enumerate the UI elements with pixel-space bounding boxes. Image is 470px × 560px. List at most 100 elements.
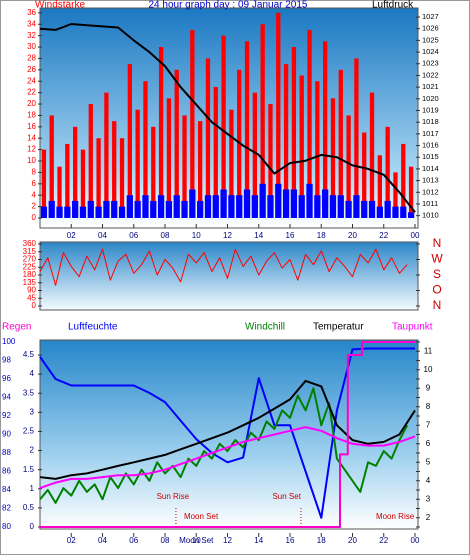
wind-bar bbox=[151, 126, 156, 218]
yticks-label: 86 bbox=[2, 467, 11, 476]
yticks-label: 0 bbox=[32, 213, 37, 222]
wind-bar bbox=[41, 149, 47, 218]
y2ticks-label: 1016 bbox=[422, 141, 439, 150]
wind-bar bbox=[174, 69, 179, 218]
wind-bar bbox=[87, 200, 94, 218]
yticks-label: 36 bbox=[27, 8, 36, 17]
wind-bar bbox=[80, 149, 86, 218]
x-tick-label: 14 bbox=[254, 536, 263, 545]
wind-bar bbox=[345, 200, 352, 218]
legend-label: Luftfeuchte bbox=[68, 322, 118, 333]
yticks-label: 4 bbox=[32, 190, 37, 199]
wind-bar bbox=[111, 200, 118, 218]
x-tick-label: 00 bbox=[411, 231, 420, 240]
y2ticks-label: 1023 bbox=[422, 59, 439, 68]
wind-bar bbox=[135, 109, 140, 218]
wind-bar bbox=[197, 200, 204, 218]
y3ticks-label: 0.5 bbox=[23, 503, 35, 512]
wind-bar bbox=[369, 92, 375, 218]
x-tick-label: 10 bbox=[192, 536, 201, 545]
yticks-label: 88 bbox=[2, 448, 11, 457]
annotation: Moon Set bbox=[184, 512, 219, 521]
y2ticks-label: 4 bbox=[426, 476, 431, 485]
wind-bar bbox=[189, 189, 196, 218]
series-line bbox=[39, 23, 416, 213]
wind-bar bbox=[103, 200, 110, 218]
wind-bar bbox=[330, 98, 336, 218]
wind-bar bbox=[407, 212, 415, 218]
wind-bar bbox=[88, 104, 93, 218]
x-tick-label: 04 bbox=[98, 231, 107, 240]
wind-bar bbox=[393, 172, 398, 218]
annotation: Moon Rise bbox=[376, 512, 415, 521]
wind-bar bbox=[65, 143, 70, 218]
x-tick-label: 14 bbox=[254, 231, 263, 240]
legend-label: Regen bbox=[2, 322, 31, 333]
y2ticks-label: 7 bbox=[426, 420, 431, 429]
y2ticks-label: 1024 bbox=[422, 47, 439, 56]
wind-bar bbox=[228, 195, 235, 218]
wind-bar bbox=[267, 195, 274, 218]
yticks-label: 84 bbox=[2, 485, 11, 494]
x-tick-label: 08 bbox=[161, 231, 170, 240]
legend-label: Temperatur bbox=[313, 322, 364, 333]
yticks-label: 34 bbox=[27, 19, 36, 28]
y2ticks-label: 3 bbox=[426, 494, 431, 503]
y2ticks-label: 1013 bbox=[422, 176, 439, 185]
y2ticks-label: N bbox=[433, 298, 442, 312]
yticks-label: 270 bbox=[23, 255, 37, 264]
wind-bar bbox=[243, 189, 251, 218]
x-tick-label: 12 bbox=[223, 536, 232, 545]
yticks-label: 26 bbox=[27, 65, 36, 74]
legend-label: Taupunkt bbox=[392, 322, 433, 333]
x-tick-label: 06 bbox=[129, 231, 138, 240]
annotation: Sun Rise bbox=[157, 492, 190, 501]
yticks-label: 10 bbox=[27, 156, 36, 165]
wind-bar bbox=[401, 143, 406, 218]
y2ticks-label: 5 bbox=[426, 457, 431, 466]
y3ticks-label: 2 bbox=[30, 446, 35, 455]
wind-bar bbox=[346, 115, 351, 218]
yticks-label: 315 bbox=[23, 247, 37, 256]
yticks-label: 20 bbox=[27, 99, 36, 108]
yticks-label: 135 bbox=[23, 278, 37, 287]
yticks-label: 28 bbox=[27, 54, 36, 63]
yticks-label: 6 bbox=[32, 179, 37, 188]
y2ticks-label: 10 bbox=[424, 365, 433, 374]
wind-bar bbox=[385, 126, 390, 218]
wind-bar bbox=[353, 195, 360, 218]
wind-bar bbox=[157, 195, 165, 218]
wind-bar bbox=[323, 41, 328, 218]
y2ticks-label: 1017 bbox=[422, 129, 439, 138]
wind-bar bbox=[329, 195, 337, 218]
wind-bar bbox=[299, 75, 304, 219]
wind-bar bbox=[212, 195, 219, 218]
y2ticks-label: 1012 bbox=[422, 187, 439, 196]
wind-bar bbox=[166, 98, 172, 218]
wind-bar bbox=[213, 86, 218, 218]
yticks-label: 24 bbox=[27, 76, 36, 85]
y2ticks-label: 11 bbox=[424, 346, 433, 355]
y-axis-label: Windstärke bbox=[35, 0, 85, 11]
yticks-label: 8 bbox=[32, 168, 37, 177]
x-tick-label: 08 bbox=[161, 536, 170, 545]
yticks-label: 225 bbox=[23, 262, 37, 271]
wind-bar bbox=[377, 155, 382, 218]
wind-bar bbox=[95, 206, 102, 218]
x-tick-label: 16 bbox=[286, 536, 295, 545]
yticks-label: 82 bbox=[2, 504, 11, 513]
yticks-label: 360 bbox=[23, 239, 37, 248]
wind-bar bbox=[306, 183, 313, 218]
y3ticks-label: 3 bbox=[30, 407, 35, 416]
yticks-label: 96 bbox=[2, 374, 11, 383]
y2ticks-label: 1022 bbox=[422, 70, 439, 79]
wind-bar bbox=[276, 12, 281, 218]
series-line bbox=[39, 248, 408, 286]
yticks-label: 18 bbox=[27, 111, 36, 120]
y2ticks-label: 9 bbox=[426, 383, 431, 392]
chart-title: 24 hour graph day : 09 Januar 2015 bbox=[148, 0, 307, 11]
x-tick-label: 02 bbox=[67, 231, 76, 240]
yticks-label: 2 bbox=[32, 202, 37, 211]
x-tick-label: 22 bbox=[379, 231, 388, 240]
yticks-label: 180 bbox=[23, 270, 37, 279]
